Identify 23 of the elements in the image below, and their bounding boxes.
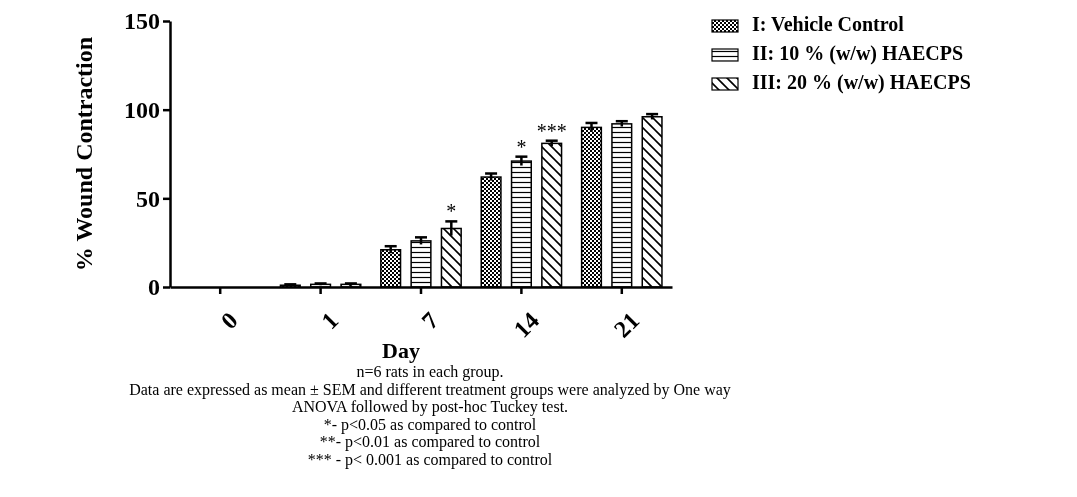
text: *** - p< 0.001 as compared to control <box>307 450 553 469</box>
legend-label: I: Vehicle Control <box>752 13 905 35</box>
data-label: * <box>446 200 457 223</box>
x-tick-label: 1 <box>316 307 344 335</box>
y-tick-label: 150 <box>124 8 160 35</box>
text: ANOVA followed by post-hoc Tuckey test. <box>291 398 569 416</box>
x-axis-title: Day <box>382 338 420 363</box>
x-tick-label: 0 <box>215 307 243 335</box>
text: Data are expressed as mean ± SEM and different treatment groups were analyzed by One way <box>129 380 731 399</box>
legend-label: III: 20 % (w/w) HAECPS <box>752 71 971 94</box>
data-label: *** <box>536 119 567 142</box>
legend-label: II: 10 % (w/w) HAECPS <box>752 42 964 65</box>
x-tick-label: 21 <box>608 307 645 343</box>
data-label: * <box>516 135 527 158</box>
y-axis-title: % Wound Contraction <box>71 36 97 272</box>
text: n=6 rats in each group. <box>356 363 504 381</box>
x-tick-label: 14 <box>508 307 544 343</box>
text: *- p<0.05 as compared to control <box>323 415 537 434</box>
y-tick-label: 0 <box>148 274 160 301</box>
y-tick-label: 100 <box>124 96 160 123</box>
text: **- p<0.01 as compared to control <box>319 433 541 451</box>
y-tick-label: 50 <box>136 185 160 212</box>
x-tick-label: 7 <box>416 307 444 335</box>
